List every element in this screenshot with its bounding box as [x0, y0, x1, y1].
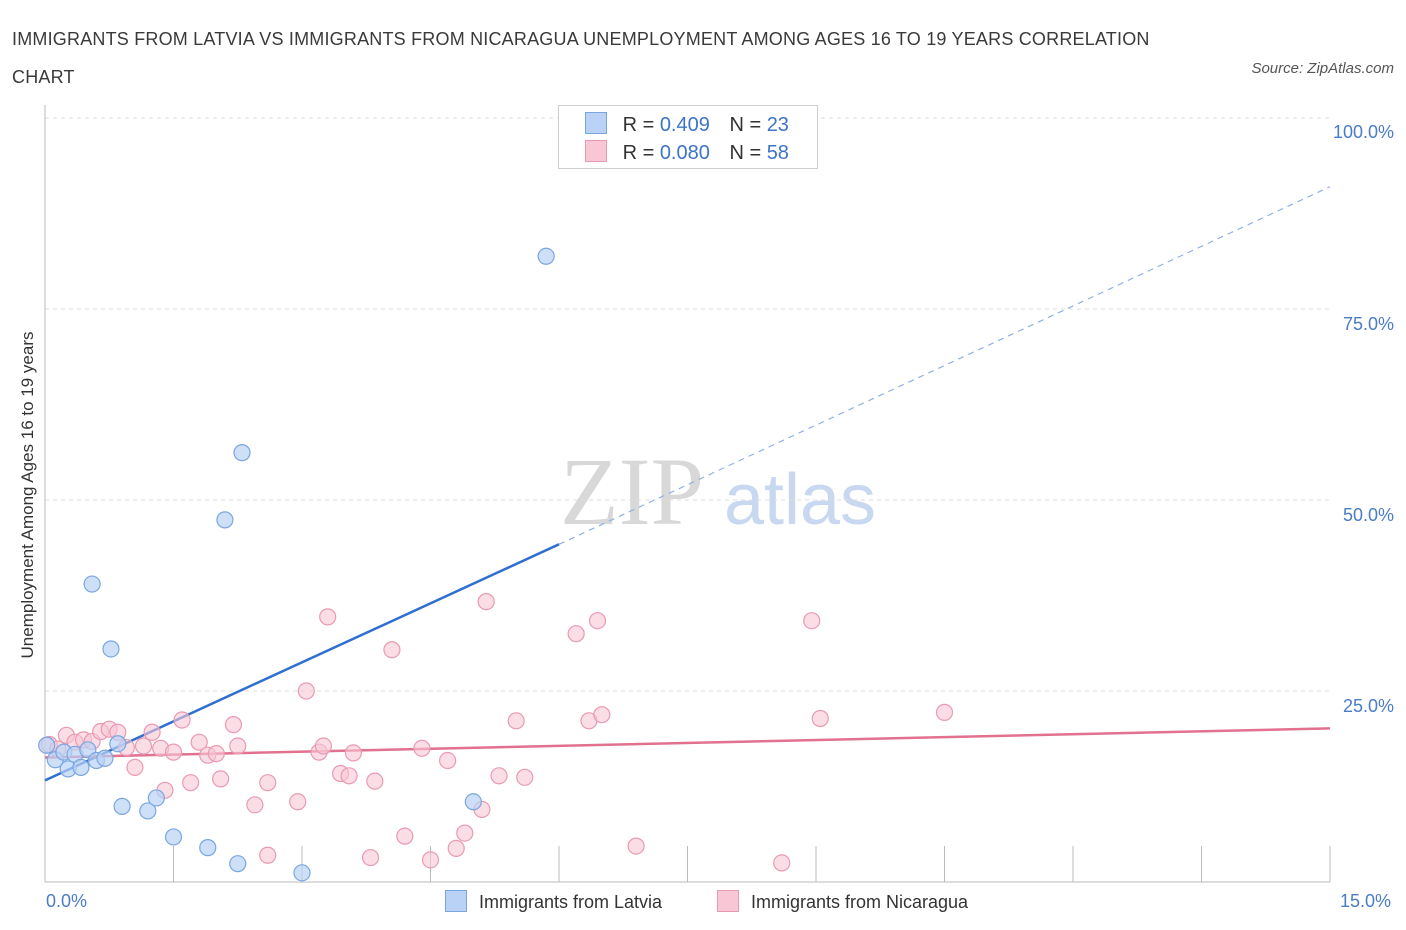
nicaragua-point	[143, 723, 161, 741]
y-tick-label: 75.0%	[1342, 314, 1394, 334]
nicaragua-point	[259, 846, 277, 864]
nicaragua-point	[173, 711, 191, 729]
nicaragua-point	[182, 774, 200, 792]
latvia-trend-extension	[558, 186, 1331, 545]
nicaragua-point	[190, 733, 208, 751]
latvia-point	[38, 736, 56, 754]
nicaragua-point	[314, 737, 333, 755]
y-tick-label: 100.0%	[1332, 122, 1394, 142]
nicaragua-point	[340, 767, 358, 785]
nicaragua-point	[224, 716, 243, 734]
nicaragua-point	[126, 758, 144, 777]
nicaragua-point	[383, 641, 401, 659]
nicaragua-point	[447, 839, 465, 857]
r-value: 0.080	[659, 142, 710, 164]
nicaragua-point	[361, 848, 380, 867]
y-tick-label: 25.0%	[1342, 696, 1394, 716]
nicaragua-point	[207, 745, 225, 763]
latvia-point	[147, 789, 165, 807]
source-label: Source: ZipAtlas.com	[1251, 60, 1394, 77]
latvia-point	[96, 749, 114, 767]
r-value: 0.409	[659, 114, 710, 136]
legend-label: Immigrants from Nicaragua	[751, 892, 969, 912]
nicaragua-point	[627, 837, 645, 855]
latvia-point	[109, 735, 127, 753]
nicaragua-point	[212, 770, 230, 788]
nicaragua-point	[246, 796, 264, 814]
n-value: 23	[766, 114, 789, 136]
latvia-point	[72, 758, 90, 777]
nicaragua-point	[811, 709, 829, 728]
nicaragua-point	[490, 767, 508, 785]
y-tick-label: 50.0%	[1342, 505, 1394, 525]
x-tick-label: 15.0%	[1340, 891, 1392, 911]
nicaragua-point	[421, 851, 440, 869]
nicaragua-point	[477, 593, 495, 611]
n-value: 58	[766, 142, 789, 164]
nicaragua-point	[456, 824, 474, 842]
nicaragua-swatch	[585, 140, 607, 162]
nicaragua-point	[366, 772, 384, 790]
n-label: N =	[729, 114, 762, 136]
nicaragua-point	[507, 712, 525, 730]
latvia-point	[233, 444, 251, 462]
n-label: N =	[729, 142, 762, 164]
chart-title: IMMIGRANTS FROM LATVIA VS IMMIGRANTS FRO…	[12, 29, 1150, 87]
nicaragua-legend-swatch	[717, 890, 739, 912]
nicaragua-trend-line	[44, 727, 1331, 759]
latvia-point	[464, 793, 482, 811]
latvia-point	[113, 797, 131, 815]
nicaragua-point	[297, 682, 315, 700]
latvia-legend-swatch	[445, 890, 467, 912]
latvia-swatch	[585, 112, 607, 134]
watermark-zip: ZIP	[560, 438, 704, 545]
latvia-point	[216, 511, 234, 529]
legend-label: Immigrants from Latvia	[479, 892, 663, 912]
nicaragua-point	[344, 744, 362, 762]
nicaragua-point	[396, 827, 414, 845]
nicaragua-point	[516, 768, 534, 786]
nicaragua-point	[289, 793, 307, 811]
x-tick-label: 0.0%	[46, 891, 88, 911]
latvia-point	[83, 575, 101, 593]
latvia-point	[293, 864, 311, 882]
nicaragua-point	[319, 608, 337, 626]
latvia-point	[229, 855, 247, 873]
nicaragua-point	[588, 612, 607, 630]
stats-row-nicaragua: R = 0.080 N = 58	[585, 140, 789, 164]
latvia-point	[199, 839, 217, 857]
nicaragua-point	[567, 625, 585, 643]
latvia-point	[139, 802, 157, 820]
nicaragua-point	[439, 751, 457, 770]
nicaragua-point	[229, 737, 247, 755]
latvia-point	[164, 828, 183, 846]
nicaragua-point	[413, 739, 431, 757]
stats-row-latvia: R = 0.409 N = 23	[585, 112, 789, 136]
r-label: R =	[622, 114, 655, 136]
nicaragua-point	[259, 774, 277, 792]
nicaragua-point	[803, 612, 821, 630]
nicaragua-point	[935, 703, 954, 721]
stats-legend: R = 0.409 N = 23 R = 0.080 N = 58	[558, 105, 818, 169]
nicaragua-point	[134, 737, 153, 755]
legend-item-latvia[interactable]: Immigrants from Latvia	[445, 890, 662, 913]
nicaragua-point	[773, 854, 791, 872]
r-label: R =	[622, 142, 655, 164]
legend-item-nicaragua[interactable]: Immigrants from Nicaragua	[717, 890, 968, 913]
latvia-point	[537, 247, 555, 265]
nicaragua-point	[593, 706, 611, 724]
nicaragua-point	[164, 743, 183, 761]
latvia-point	[102, 640, 120, 658]
